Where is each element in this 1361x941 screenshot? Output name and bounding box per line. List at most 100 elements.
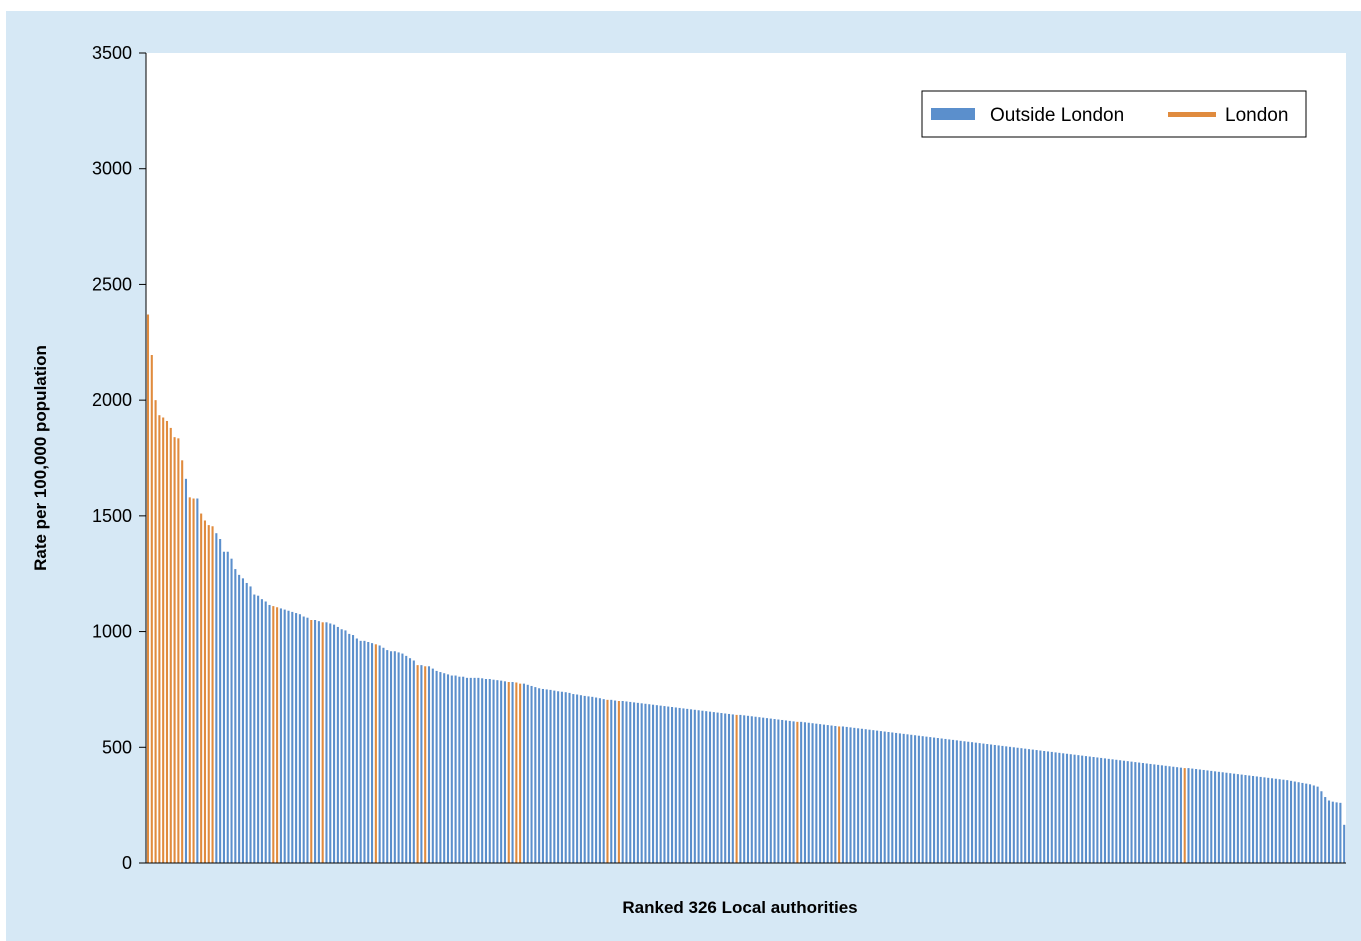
bar-outside-london xyxy=(743,715,746,863)
bar-outside-london xyxy=(614,700,617,863)
y-tick-label: 3000 xyxy=(92,159,132,179)
bar-london xyxy=(838,726,841,863)
bar-outside-london xyxy=(184,478,188,863)
bar-outside-london xyxy=(564,692,567,863)
bar-outside-london xyxy=(477,677,480,863)
bar-london xyxy=(165,420,169,863)
bar-outside-london xyxy=(1274,778,1277,863)
bar-london xyxy=(188,497,191,863)
bar-outside-london xyxy=(963,741,966,863)
bar-outside-london xyxy=(1096,757,1099,863)
bar-london xyxy=(321,622,324,863)
bar-outside-london xyxy=(420,665,423,863)
bar-outside-london xyxy=(401,653,404,863)
bar-outside-london xyxy=(906,734,909,863)
bar-outside-london xyxy=(314,620,317,863)
bar-outside-london xyxy=(1206,770,1209,863)
bar-outside-london xyxy=(484,679,488,863)
bar-outside-london xyxy=(260,599,263,863)
bar-outside-london xyxy=(553,690,556,863)
bar-london xyxy=(310,620,313,863)
bar-outside-london xyxy=(1210,770,1213,863)
bar-outside-london xyxy=(1301,782,1304,863)
bar-outside-london xyxy=(1278,779,1281,863)
bar-outside-london xyxy=(944,738,947,863)
bar-outside-london xyxy=(473,677,476,863)
bar-outside-london xyxy=(1157,764,1160,863)
bar-outside-london xyxy=(1229,773,1232,863)
bar-outside-london xyxy=(545,689,548,863)
bar-outside-london xyxy=(348,633,351,863)
bar-outside-london xyxy=(583,695,586,863)
bar-outside-london xyxy=(921,736,924,863)
bar-outside-london xyxy=(378,645,381,863)
bar-outside-london xyxy=(1050,751,1053,863)
bar-outside-london xyxy=(697,710,700,863)
bar-outside-london xyxy=(245,582,248,863)
bar-outside-london xyxy=(841,726,844,863)
bar-outside-london xyxy=(1126,761,1129,863)
bar-outside-london xyxy=(371,643,374,863)
bar-outside-london xyxy=(1327,800,1331,863)
bar-outside-london xyxy=(750,716,753,863)
bar-outside-london xyxy=(758,717,761,863)
bar-outside-london xyxy=(853,727,856,863)
bar-outside-london xyxy=(454,675,457,863)
bar-outside-london xyxy=(431,668,434,863)
bar-outside-london xyxy=(1039,750,1042,863)
bar-outside-london xyxy=(872,730,875,863)
bar-london xyxy=(181,460,184,863)
bar-outside-london xyxy=(686,708,689,863)
bar-outside-london xyxy=(367,641,370,863)
bar-outside-london xyxy=(781,719,784,863)
bar-outside-london xyxy=(1149,763,1152,863)
bar-outside-london xyxy=(667,706,670,863)
bar-outside-london xyxy=(883,731,886,863)
bar-outside-london xyxy=(746,715,750,863)
bar-outside-london xyxy=(279,608,282,863)
bar-outside-london xyxy=(1172,766,1175,863)
bar-outside-london xyxy=(1293,781,1296,863)
bar-outside-london xyxy=(640,703,643,863)
bar-outside-london xyxy=(522,683,525,863)
bar-outside-london xyxy=(1043,750,1046,863)
bar-outside-london xyxy=(503,681,506,863)
bar-outside-london xyxy=(1282,779,1285,863)
bar-outside-london xyxy=(701,710,704,863)
bar-outside-london xyxy=(1255,776,1258,863)
bar-outside-london xyxy=(412,660,415,863)
y-tick-label: 3500 xyxy=(92,43,132,63)
bar-outside-london xyxy=(1259,776,1262,863)
bar-outside-london xyxy=(815,723,818,863)
bar-outside-london xyxy=(325,622,328,863)
bar-outside-london xyxy=(219,539,222,863)
bar-outside-london xyxy=(1217,771,1220,863)
bar-outside-london xyxy=(1267,777,1270,863)
bars-group xyxy=(146,314,1346,863)
bar-outside-london xyxy=(496,680,499,863)
bar-chart: 0 500 1000 1500 2000 2500 3000 3500 Rate per 10… xyxy=(6,11,1361,941)
bar-outside-london xyxy=(1065,753,1069,863)
bar-outside-london xyxy=(879,731,882,863)
bar-outside-london xyxy=(610,699,613,863)
legend-swatch-london xyxy=(1168,112,1216,117)
bar-london xyxy=(276,607,279,863)
bar-outside-london xyxy=(826,725,829,863)
bar-outside-london xyxy=(1027,749,1031,863)
bar-outside-london xyxy=(971,742,974,863)
bar-outside-london xyxy=(777,719,780,863)
bar-london xyxy=(606,699,609,863)
axes-group: 0 500 1000 1500 2000 2500 3000 3500 xyxy=(92,43,1346,873)
bar-outside-london xyxy=(560,691,563,863)
bar-outside-london xyxy=(481,678,484,863)
bar-outside-london xyxy=(333,624,336,863)
bar-outside-london xyxy=(355,638,358,863)
bar-outside-london xyxy=(1115,759,1118,863)
bar-outside-london xyxy=(488,679,491,863)
bar-outside-london xyxy=(1153,764,1156,863)
bar-outside-london xyxy=(1202,769,1205,863)
bar-outside-london xyxy=(1119,760,1122,863)
bar-london xyxy=(154,400,157,863)
bar-london xyxy=(192,498,195,863)
bar-london xyxy=(617,701,620,863)
